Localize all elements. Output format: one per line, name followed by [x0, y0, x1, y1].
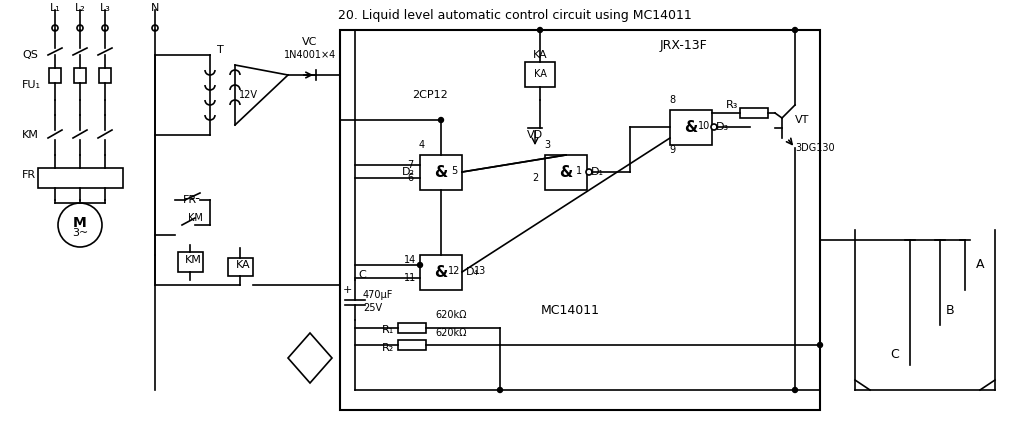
Text: C: C	[891, 349, 899, 362]
Text: 470μF: 470μF	[363, 290, 394, 300]
Text: B: B	[945, 304, 955, 317]
Circle shape	[58, 203, 102, 247]
Text: VC: VC	[302, 37, 318, 47]
Text: A: A	[975, 259, 985, 271]
Text: 10: 10	[698, 121, 710, 131]
Text: 3DG130: 3DG130	[795, 143, 835, 153]
Text: R₂: R₂	[381, 343, 394, 353]
Text: &: &	[560, 165, 572, 180]
Text: JRX-13F: JRX-13F	[660, 39, 707, 52]
Circle shape	[438, 117, 443, 123]
Bar	[545, 155, 587, 190]
Text: &: &	[685, 120, 698, 135]
Text: 9: 9	[669, 145, 675, 155]
Text: KM: KM	[185, 255, 201, 265]
Text: N: N	[151, 3, 159, 13]
Circle shape	[152, 25, 158, 31]
Text: &: &	[434, 165, 447, 180]
Circle shape	[77, 25, 84, 31]
Circle shape	[498, 388, 502, 392]
Bar	[49, 68, 61, 83]
Text: KA: KA	[534, 69, 546, 79]
Text: 11: 11	[404, 273, 417, 283]
Bar	[398, 340, 426, 350]
Text: VT: VT	[795, 115, 809, 125]
Text: M: M	[73, 216, 87, 230]
Bar	[74, 68, 86, 83]
Text: 620kΩ: 620kΩ	[435, 328, 466, 338]
Text: 620kΩ: 620kΩ	[435, 310, 466, 320]
Text: KM: KM	[22, 130, 39, 140]
Text: FU₁: FU₁	[22, 80, 41, 90]
Bar	[398, 323, 426, 333]
Text: 1N4001×4: 1N4001×4	[284, 50, 336, 60]
Bar	[740, 108, 768, 118]
Bar	[420, 255, 462, 290]
Text: D₃: D₃	[716, 122, 729, 132]
Text: C: C	[358, 270, 366, 280]
Text: FR: FR	[182, 195, 197, 205]
Text: 3: 3	[544, 140, 551, 150]
Bar	[38, 168, 123, 188]
Text: 13: 13	[474, 266, 487, 276]
Text: KM: KM	[188, 213, 202, 223]
Text: D₁: D₁	[591, 167, 603, 177]
Text: MC14011: MC14011	[540, 304, 599, 317]
Bar	[340, 30, 820, 410]
Text: L₁: L₁	[49, 3, 61, 13]
Circle shape	[52, 25, 58, 31]
Text: 3~: 3~	[72, 228, 88, 238]
Text: +: +	[342, 285, 352, 295]
Text: D₂: D₂	[401, 167, 414, 177]
Text: 12V: 12V	[238, 90, 258, 100]
Text: L₃: L₃	[100, 3, 110, 13]
Bar	[178, 252, 203, 272]
Text: &: &	[434, 265, 447, 280]
Text: KA: KA	[533, 50, 547, 60]
Circle shape	[793, 388, 798, 392]
Text: 2CP12: 2CP12	[412, 90, 447, 100]
Circle shape	[586, 169, 592, 175]
Text: 4: 4	[419, 140, 425, 150]
Text: 25V: 25V	[363, 303, 383, 313]
Circle shape	[537, 28, 542, 32]
Text: L₂: L₂	[74, 3, 86, 13]
Circle shape	[102, 25, 108, 31]
Circle shape	[711, 124, 717, 130]
Text: 7: 7	[407, 160, 413, 170]
Text: 2: 2	[532, 173, 538, 183]
Text: 8: 8	[669, 95, 675, 105]
Bar	[228, 258, 253, 276]
Bar	[420, 155, 462, 190]
Text: D₄: D₄	[466, 267, 478, 277]
Circle shape	[418, 262, 423, 268]
Bar	[99, 68, 111, 83]
Text: T: T	[217, 45, 224, 55]
Text: R₃: R₃	[726, 100, 738, 110]
Text: VD: VD	[527, 130, 543, 140]
Text: 6: 6	[407, 173, 413, 183]
Text: 12: 12	[447, 266, 460, 276]
Circle shape	[793, 28, 798, 32]
Text: 14: 14	[404, 255, 417, 265]
Text: R₁: R₁	[381, 325, 394, 335]
Text: KA: KA	[236, 260, 251, 270]
Circle shape	[818, 343, 823, 348]
Bar	[670, 110, 712, 145]
Text: 1: 1	[576, 166, 583, 176]
Bar	[525, 62, 555, 87]
Text: 5: 5	[451, 166, 457, 176]
Text: FR: FR	[22, 170, 36, 180]
Text: 20. Liquid level automatic control circuit using MC14011: 20. Liquid level automatic control circu…	[338, 9, 692, 22]
Text: QS: QS	[22, 50, 38, 60]
